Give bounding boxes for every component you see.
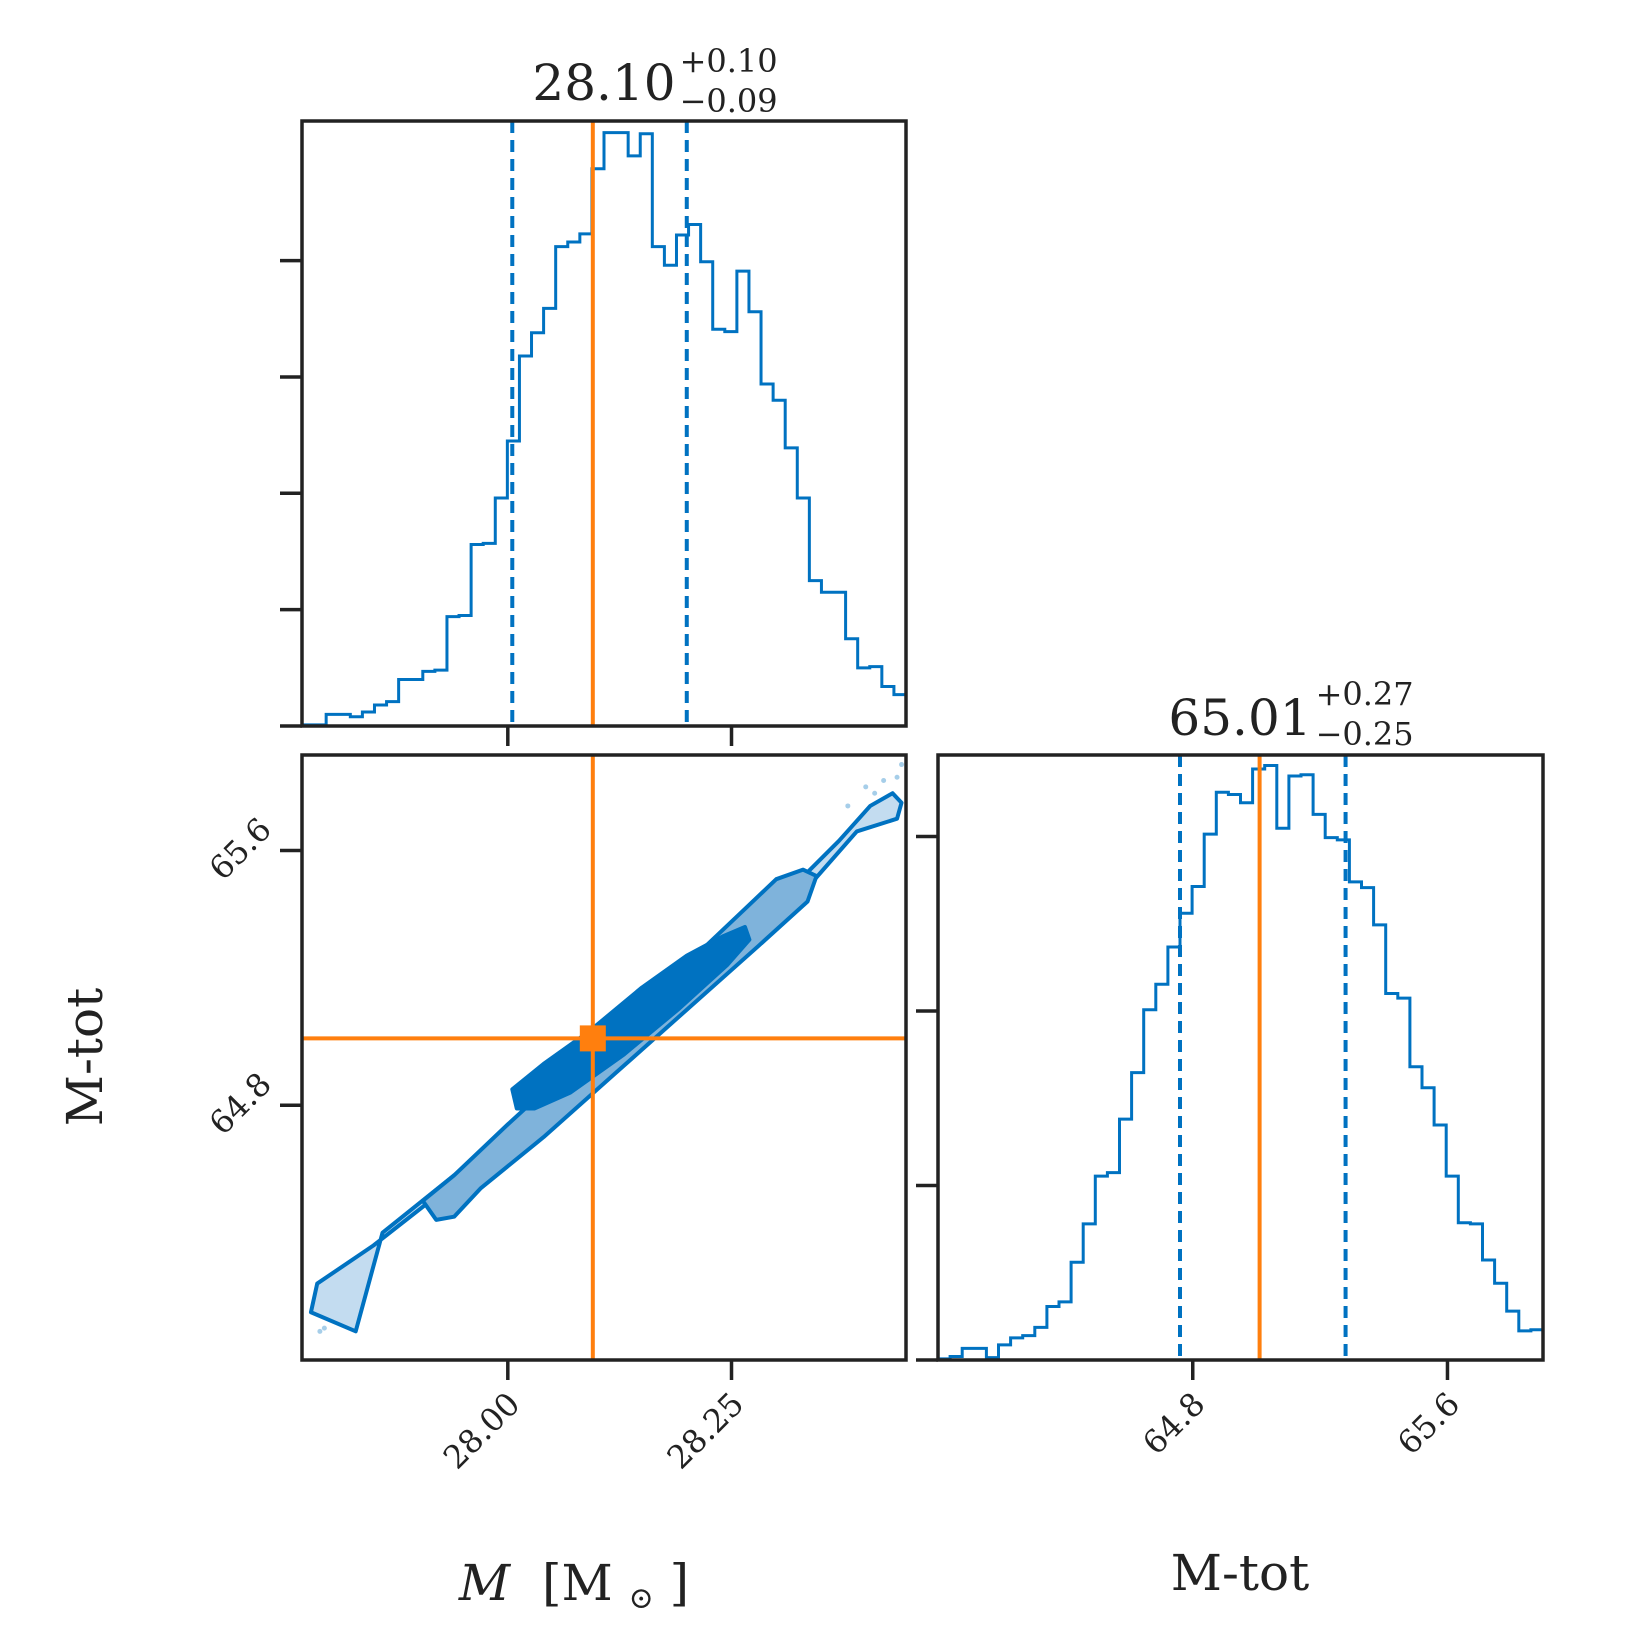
y-tick-label-mtot: 64.8 [202, 1065, 279, 1142]
x-ticks-m-hist [506, 726, 734, 746]
sample-point [317, 1328, 323, 1334]
x-ticks-mtot: 64.8 65.6 [1135, 1360, 1467, 1462]
y-ticks-m-hist [280, 258, 302, 728]
sample-point [881, 777, 887, 783]
x-ticks-m: 28.00 28.25 [436, 1360, 751, 1476]
x-axis-title-m-var: M [458, 1554, 512, 1612]
stat-plus-m: +0.10 [680, 42, 778, 80]
stat-plus-mtot: +0.27 [1316, 675, 1414, 713]
panel-2d-m-mtot: 28.00 28.25 64.8 65.6 [202, 753, 908, 1476]
x-tick-label-m: 28.00 [436, 1385, 528, 1477]
panel-marginal-m: 28.10 +0.10 −0.09 [280, 42, 908, 746]
truth-marker [579, 1025, 606, 1052]
y-ticks-mtot: 64.8 65.6 [202, 810, 302, 1142]
sample-point [863, 784, 869, 790]
stat-median-m: 28.10 [532, 54, 675, 112]
x-axis-title-m-unit: [M [542, 1554, 613, 1612]
stat-minus-mtot: −0.25 [1316, 715, 1414, 753]
y-ticks-mtot-hist [916, 834, 938, 1362]
x-axis-title-mtot: M-tot [1171, 1544, 1309, 1602]
panel-frame-m [300, 119, 908, 728]
stat-title-m: 28.10 [532, 54, 675, 112]
x-tick-label-mtot: 64.8 [1135, 1385, 1212, 1462]
histogram-m [302, 131, 906, 726]
y-tick-label-mtot: 65.6 [202, 810, 279, 887]
sample-point [894, 774, 900, 780]
sample-point [899, 762, 905, 768]
stat-median-mtot: 65.01 [1168, 689, 1311, 747]
panel-frame-mtot [936, 753, 1545, 1362]
x-axis-title-m-close: ] [670, 1554, 690, 1612]
x-tick-label-m: 28.25 [660, 1385, 752, 1477]
panel-frame-2d [300, 753, 908, 1362]
y-axis-title-mtot: M-tot [56, 988, 114, 1126]
x-tick-label-mtot: 65.6 [1390, 1385, 1467, 1462]
contour-inner [510, 924, 752, 1111]
x-axis-title-m: M [M ⊙ ] [458, 1554, 689, 1620]
panel-marginal-mtot: 64.8 65.6 65.01 +0.27 −0.25 [916, 675, 1545, 1462]
sample-point [845, 803, 851, 809]
x-axis-title-m-sub: ⊙ [629, 1581, 654, 1616]
sample-point [321, 1325, 327, 1331]
histogram-mtot [938, 763, 1543, 1360]
sample-point [872, 790, 878, 796]
stat-title-mtot: 65.01 [1168, 689, 1311, 747]
stat-minus-m: −0.09 [680, 82, 778, 120]
